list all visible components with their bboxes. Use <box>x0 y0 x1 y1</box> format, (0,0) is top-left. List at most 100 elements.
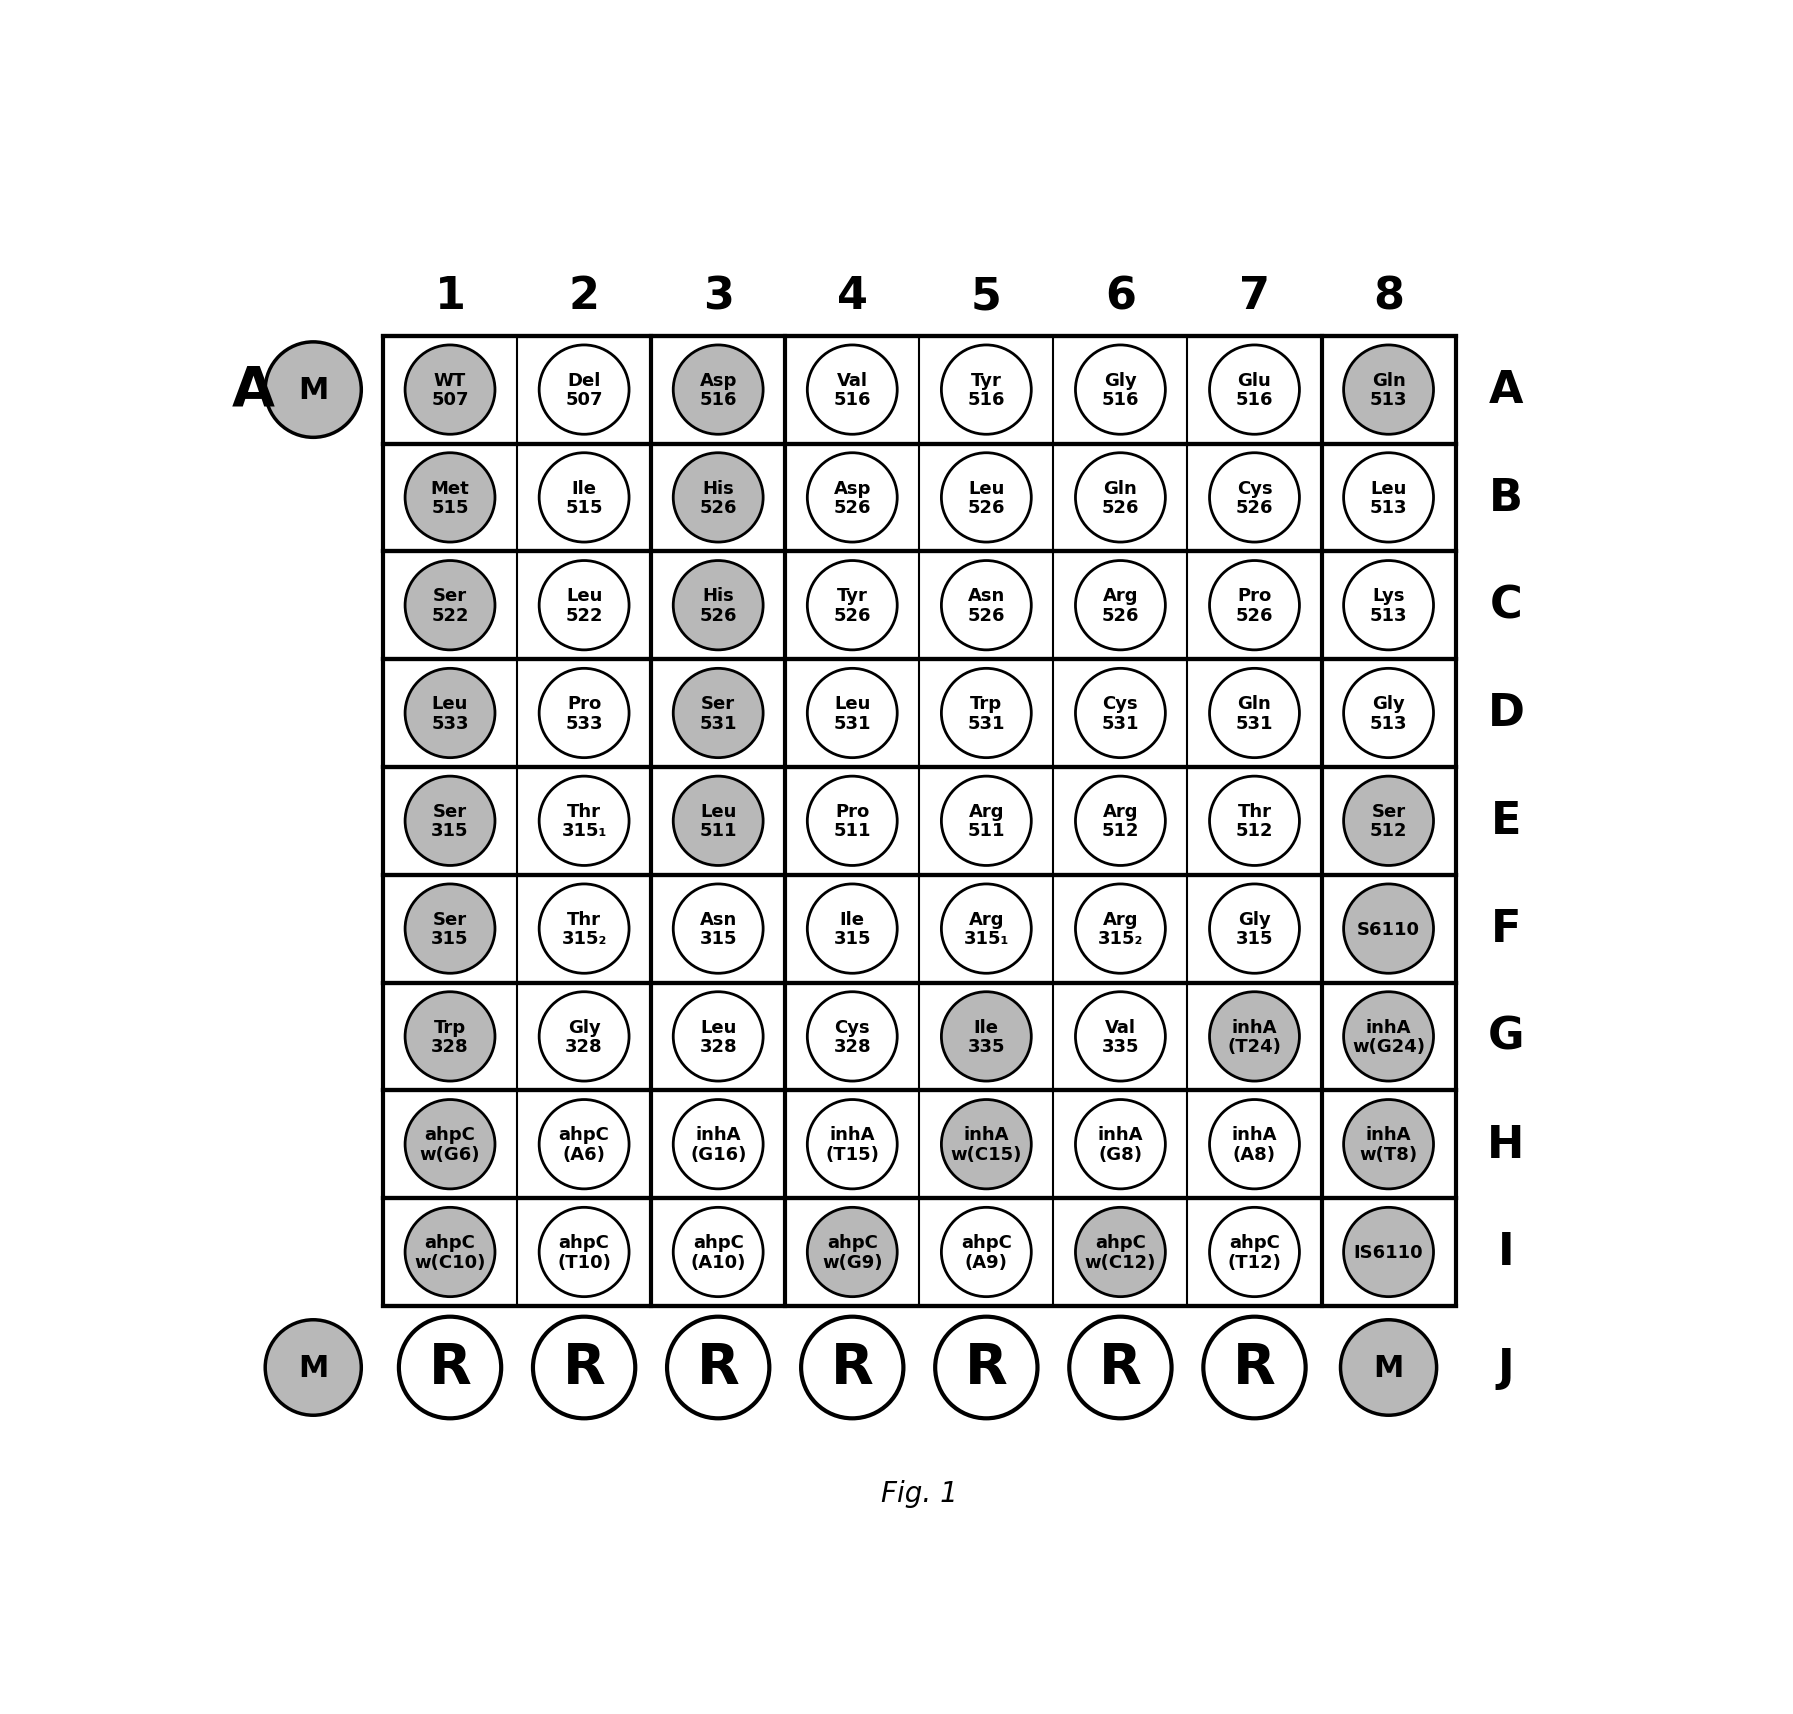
Circle shape <box>1341 1320 1436 1416</box>
Text: Ser
522: Ser 522 <box>432 588 468 624</box>
Text: ahpC
w(C12): ahpC w(C12) <box>1085 1234 1156 1272</box>
Text: Cys
328: Cys 328 <box>834 1018 871 1056</box>
Circle shape <box>807 1208 896 1297</box>
Text: inhA
(A8): inhA (A8) <box>1232 1126 1277 1164</box>
Text: Leu
328: Leu 328 <box>699 1018 737 1056</box>
Circle shape <box>672 668 764 758</box>
Circle shape <box>1076 560 1165 651</box>
Text: H: H <box>1486 1123 1524 1166</box>
Text: Arg
315₁: Arg 315₁ <box>963 910 1009 948</box>
Text: Leu
522: Leu 522 <box>565 588 602 624</box>
Circle shape <box>672 560 764 651</box>
Text: 8: 8 <box>1373 274 1404 319</box>
Circle shape <box>540 776 629 866</box>
Text: His
526: His 526 <box>699 588 737 624</box>
Text: Ile
315: Ile 315 <box>834 910 871 948</box>
Text: 1: 1 <box>434 274 466 319</box>
Circle shape <box>1343 454 1434 543</box>
Text: 7: 7 <box>1239 274 1269 319</box>
Circle shape <box>941 454 1031 543</box>
Text: R: R <box>965 1340 1008 1395</box>
Circle shape <box>1076 346 1165 435</box>
Text: Arg
511: Arg 511 <box>968 802 1006 840</box>
Text: Ser
531: Ser 531 <box>699 694 737 732</box>
Text: His
526: His 526 <box>699 480 737 518</box>
Circle shape <box>807 454 896 543</box>
Text: R: R <box>697 1340 739 1395</box>
Circle shape <box>540 884 629 974</box>
Text: R: R <box>429 1340 472 1395</box>
Circle shape <box>405 884 495 974</box>
Text: Gly
315: Gly 315 <box>1235 910 1273 948</box>
Circle shape <box>672 992 764 1082</box>
Circle shape <box>540 560 629 651</box>
Circle shape <box>807 884 896 974</box>
Text: Thr
315₁: Thr 315₁ <box>561 802 606 840</box>
Circle shape <box>540 992 629 1082</box>
Text: 3: 3 <box>703 274 733 319</box>
Circle shape <box>672 884 764 974</box>
Circle shape <box>1210 1208 1300 1297</box>
Circle shape <box>405 1208 495 1297</box>
Text: F: F <box>1490 908 1520 951</box>
Text: ahpC
(A9): ahpC (A9) <box>961 1234 1011 1272</box>
Text: Val
516: Val 516 <box>834 372 871 410</box>
Circle shape <box>672 1208 764 1297</box>
Circle shape <box>1343 560 1434 651</box>
Text: S6110: S6110 <box>1357 920 1420 938</box>
Circle shape <box>1203 1316 1305 1419</box>
Circle shape <box>1076 992 1165 1082</box>
Text: C: C <box>1490 584 1522 627</box>
Text: Arg
315₂: Arg 315₂ <box>1097 910 1144 948</box>
Text: Pro
533: Pro 533 <box>565 694 602 732</box>
Circle shape <box>807 560 896 651</box>
Circle shape <box>540 1100 629 1190</box>
Circle shape <box>405 668 495 758</box>
Circle shape <box>1210 346 1300 435</box>
Text: Leu
531: Leu 531 <box>834 694 871 732</box>
Text: Fig. 1: Fig. 1 <box>880 1479 957 1507</box>
Circle shape <box>1069 1316 1171 1419</box>
Text: inhA
(T15): inhA (T15) <box>825 1126 879 1164</box>
Text: R: R <box>563 1340 606 1395</box>
Text: WT
507: WT 507 <box>432 372 468 410</box>
Circle shape <box>1076 668 1165 758</box>
Circle shape <box>667 1316 769 1419</box>
Circle shape <box>405 560 495 651</box>
Circle shape <box>941 992 1031 1082</box>
Circle shape <box>941 1100 1031 1190</box>
Text: B: B <box>1488 476 1522 519</box>
Text: Cys
526: Cys 526 <box>1235 480 1273 518</box>
Circle shape <box>1343 992 1434 1082</box>
Circle shape <box>1343 1208 1434 1297</box>
Text: Asp
526: Asp 526 <box>834 480 871 518</box>
Text: 5: 5 <box>970 274 1002 319</box>
Text: I: I <box>1497 1231 1515 1274</box>
Text: Pro
511: Pro 511 <box>834 802 871 840</box>
Text: inhA
(G8): inhA (G8) <box>1097 1126 1144 1164</box>
Text: 6: 6 <box>1104 274 1137 319</box>
Text: R: R <box>1099 1340 1142 1395</box>
Text: M: M <box>298 375 328 405</box>
Text: inhA
w(C15): inhA w(C15) <box>950 1126 1022 1164</box>
Text: 4: 4 <box>837 274 868 319</box>
Circle shape <box>807 668 896 758</box>
Text: ahpC
w(G9): ahpC w(G9) <box>821 1234 882 1272</box>
Circle shape <box>540 668 629 758</box>
Circle shape <box>1076 1100 1165 1190</box>
Text: inhA
w(G24): inhA w(G24) <box>1352 1018 1425 1056</box>
Circle shape <box>1210 560 1300 651</box>
Circle shape <box>941 776 1031 866</box>
Text: IS6110: IS6110 <box>1354 1243 1424 1262</box>
Text: inhA
w(T8): inhA w(T8) <box>1359 1126 1418 1164</box>
Text: Ser
315: Ser 315 <box>432 802 468 840</box>
Text: Gly
513: Gly 513 <box>1370 694 1408 732</box>
Text: Val
335: Val 335 <box>1101 1018 1139 1056</box>
Text: Asn
526: Asn 526 <box>968 588 1006 624</box>
Circle shape <box>540 454 629 543</box>
Circle shape <box>1076 1208 1165 1297</box>
Text: Lys
513: Lys 513 <box>1370 588 1408 624</box>
Text: Met
515: Met 515 <box>430 480 470 518</box>
Text: D: D <box>1488 692 1524 735</box>
Circle shape <box>405 454 495 543</box>
